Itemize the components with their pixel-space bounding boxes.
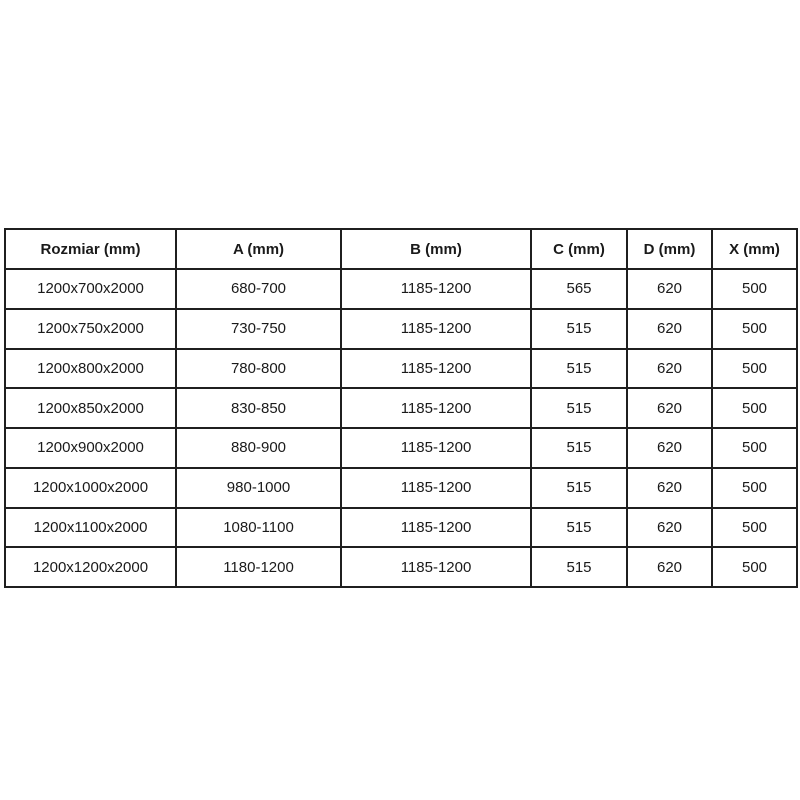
cell-x: 500 (711, 466, 798, 509)
cell-b: 1185-1200 (340, 546, 532, 588)
column-header-rozmiar: Rozmiar (mm) (4, 228, 177, 270)
cell-b: 1185-1200 (340, 347, 532, 390)
cell-rozmiar: 1200x1200x2000 (4, 546, 177, 588)
table-row: 1200x1100x2000 1080-1100 1185-1200 515 6… (4, 506, 798, 549)
cell-d: 620 (626, 506, 713, 549)
cell-a: 1180-1200 (175, 546, 342, 588)
table-row: 1200x900x2000 880-900 1185-1200 515 620 … (4, 427, 798, 469)
cell-rozmiar: 1200x1000x2000 (4, 466, 177, 509)
column-header-c: C (mm) (530, 228, 628, 270)
cell-x: 500 (711, 347, 798, 390)
cell-d: 620 (626, 427, 713, 469)
cell-x: 500 (711, 427, 798, 469)
table-row: 1200x1200x2000 1180-1200 1185-1200 515 6… (4, 546, 798, 588)
cell-d: 620 (626, 307, 713, 350)
cell-c: 565 (530, 268, 628, 310)
column-header-b: B (mm) (340, 228, 532, 270)
table-row: 1200x850x2000 830-850 1185-1200 515 620 … (4, 387, 798, 429)
cell-c: 515 (530, 427, 628, 469)
table-body: 1200x700x2000 680-700 1185-1200 565 620 … (4, 268, 798, 588)
cell-d: 620 (626, 466, 713, 509)
cell-rozmiar: 1200x750x2000 (4, 307, 177, 350)
cell-x: 500 (711, 307, 798, 350)
cell-c: 515 (530, 307, 628, 350)
column-header-x: X (mm) (711, 228, 798, 270)
column-header-d: D (mm) (626, 228, 713, 270)
cell-d: 620 (626, 268, 713, 310)
cell-b: 1185-1200 (340, 387, 532, 429)
cell-c: 515 (530, 347, 628, 390)
cell-b: 1185-1200 (340, 466, 532, 509)
cell-b: 1185-1200 (340, 307, 532, 350)
cell-d: 620 (626, 347, 713, 390)
cell-x: 500 (711, 546, 798, 588)
size-spec-table: Rozmiar (mm) A (mm) B (mm) C (mm) D (mm)… (4, 228, 798, 588)
cell-rozmiar: 1200x900x2000 (4, 427, 177, 469)
cell-c: 515 (530, 466, 628, 509)
cell-a: 680-700 (175, 268, 342, 310)
table-row: 1200x800x2000 780-800 1185-1200 515 620 … (4, 347, 798, 390)
cell-rozmiar: 1200x850x2000 (4, 387, 177, 429)
cell-a: 730-750 (175, 307, 342, 350)
cell-a: 1080-1100 (175, 506, 342, 549)
cell-x: 500 (711, 506, 798, 549)
cell-a: 880-900 (175, 427, 342, 469)
cell-c: 515 (530, 546, 628, 588)
table-row: 1200x1000x2000 980-1000 1185-1200 515 62… (4, 466, 798, 509)
cell-c: 515 (530, 506, 628, 549)
cell-d: 620 (626, 387, 713, 429)
cell-rozmiar: 1200x1100x2000 (4, 506, 177, 549)
cell-c: 515 (530, 387, 628, 429)
cell-a: 980-1000 (175, 466, 342, 509)
cell-x: 500 (711, 387, 798, 429)
cell-a: 780-800 (175, 347, 342, 390)
column-header-a: A (mm) (175, 228, 342, 270)
cell-b: 1185-1200 (340, 427, 532, 469)
cell-rozmiar: 1200x700x2000 (4, 268, 177, 310)
cell-b: 1185-1200 (340, 268, 532, 310)
cell-x: 500 (711, 268, 798, 310)
table-header-row: Rozmiar (mm) A (mm) B (mm) C (mm) D (mm)… (4, 228, 798, 270)
size-spec-table-container: Rozmiar (mm) A (mm) B (mm) C (mm) D (mm)… (4, 228, 798, 588)
table-row: 1200x700x2000 680-700 1185-1200 565 620 … (4, 268, 798, 310)
cell-a: 830-850 (175, 387, 342, 429)
cell-d: 620 (626, 546, 713, 588)
cell-b: 1185-1200 (340, 506, 532, 549)
table-row: 1200x750x2000 730-750 1185-1200 515 620 … (4, 307, 798, 350)
cell-rozmiar: 1200x800x2000 (4, 347, 177, 390)
